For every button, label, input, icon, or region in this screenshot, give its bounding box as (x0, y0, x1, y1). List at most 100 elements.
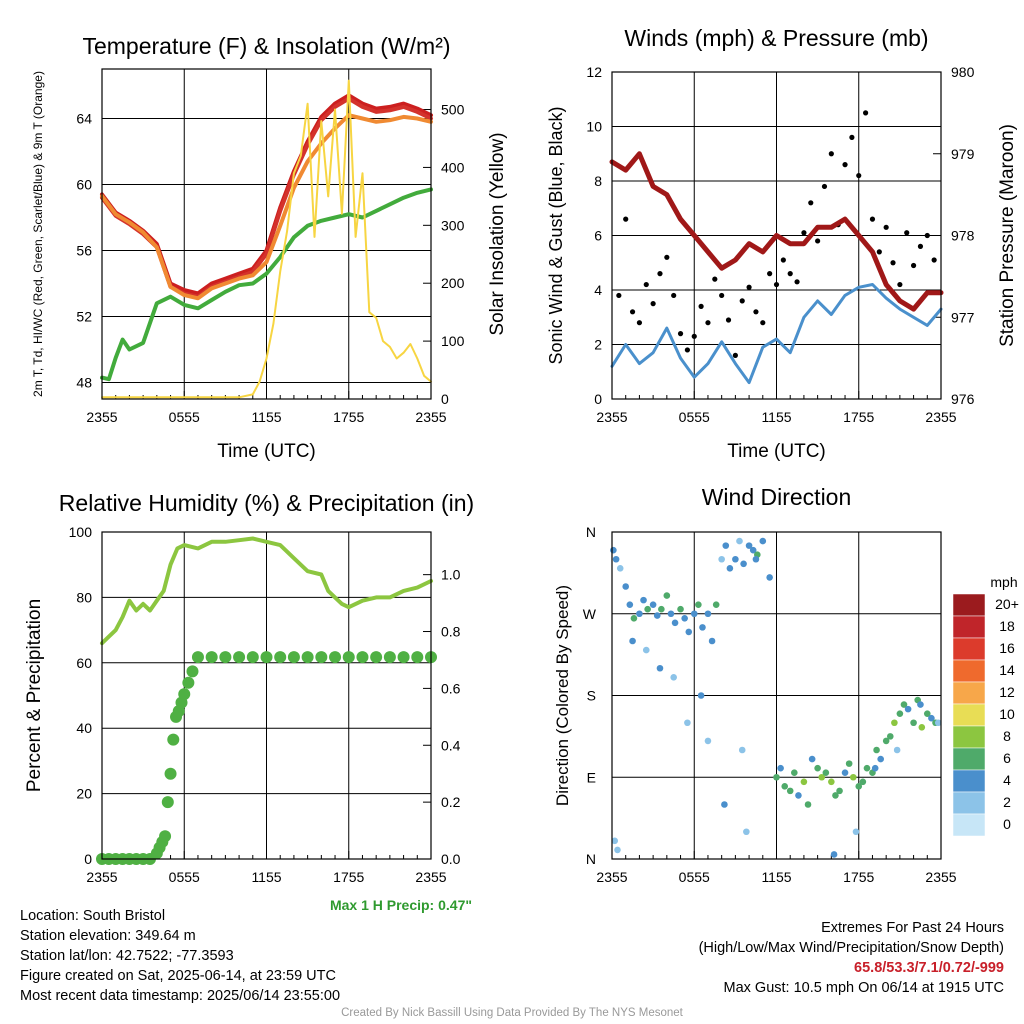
direction-ytick-label: W (583, 606, 597, 622)
humidity-xtick-label: 0555 (169, 869, 200, 885)
direction-point (649, 601, 657, 608)
direction-point (614, 846, 621, 854)
winds-series-1-point (719, 292, 725, 299)
humidity-series-1-point (356, 651, 369, 664)
direction-point (917, 701, 924, 708)
colorbar-label: 4 (1003, 772, 1011, 788)
winds-series-1-point (842, 162, 848, 168)
max-precip-label: Max 1 H Precip: 0.47" (329, 897, 472, 913)
winds-ytick-label: 0 (594, 391, 602, 407)
direction-xtick-label: 2355 (596, 869, 627, 885)
humidity-series-0-line (100, 536, 433, 646)
temperature-title: Temperature (F) & Insolation (W/m²) (82, 33, 450, 59)
direction-point (852, 828, 860, 836)
direction-point (653, 612, 661, 619)
humidity-ytick-label: 80 (76, 589, 92, 605)
direction-point (818, 773, 826, 781)
colorbar-swatch (952, 813, 986, 837)
direction-point (749, 546, 757, 554)
colorbar-swatch (952, 725, 986, 749)
direction-point (712, 601, 720, 608)
station-location: Location: South Bristol (20, 908, 166, 924)
direction-point (708, 637, 716, 645)
direction-point (904, 705, 912, 713)
colorbar-swatch (952, 615, 986, 639)
winds-series-1-point (684, 347, 690, 353)
direction-point (745, 542, 753, 549)
winds-series-1-point (821, 183, 828, 190)
winds-series-1-point (691, 333, 697, 339)
direction-point (814, 764, 821, 772)
humidity-ytick-label: 20 (76, 786, 92, 802)
winds-series-1-point (780, 257, 786, 263)
humidity-series-1-point (205, 651, 218, 664)
humidity-ytick-label: 0 (84, 851, 92, 867)
humidity-xtick-label: 1155 (251, 869, 281, 885)
direction-point (718, 555, 725, 563)
winds-series-1-point (664, 254, 670, 260)
temperature-ytick-right-label: 500 (441, 102, 465, 118)
humidity-series-1-point (246, 651, 259, 664)
winds-series-1-point (739, 298, 745, 304)
humidity-series-1-point (342, 651, 355, 664)
temperature-series-3-line (100, 187, 433, 382)
colorbar-swatch (952, 791, 986, 815)
winds-series-1-point (876, 249, 882, 255)
direction-xtick-label: 0555 (679, 869, 710, 885)
direction-point (636, 610, 643, 618)
humidity-ytick-right-label: 0.2 (441, 794, 461, 810)
winds-series-1-point (828, 151, 834, 157)
winds-chart: Winds (mph) & Pressure (mb) 2355 0555 1155 1… (546, 25, 1018, 462)
direction-point (721, 801, 728, 808)
direction-point (671, 619, 679, 627)
winds-series-2-line (609, 151, 944, 312)
temperature-ytick-right-label: 300 (441, 217, 465, 233)
station-latlon: Station lat/lon: 42.7522; -77.3593 (20, 948, 234, 964)
direction-point (704, 610, 712, 618)
winds-series-1-point (746, 284, 752, 290)
extremes-subtitle: (High/Low/Max Wind/Precipitation/Snow De… (698, 940, 1004, 956)
latest-timestamp: Most recent data timestamp: 2025/06/14 2… (20, 988, 341, 1004)
direction-point (896, 710, 904, 717)
direction-point (886, 733, 894, 740)
winds-ytick-right-label: 980 (951, 64, 975, 80)
colorbar-swatch (952, 703, 986, 727)
humidity-ytick-right-label: 0.6 (441, 680, 461, 696)
winds-series-1-point (705, 320, 711, 326)
winds-series-1-point (897, 281, 903, 288)
colorbar-label: 6 (1003, 750, 1011, 766)
winds-series-1-point (883, 224, 889, 230)
temperature-ylabel: 2m T, Td, HI/WC (Red, Green, Scarlet/Blu… (31, 71, 45, 397)
humidity-frame (101, 531, 432, 860)
direction-point (616, 565, 624, 572)
colorbar-label: 8 (1003, 728, 1011, 744)
colorbar-label: 14 (999, 662, 1015, 678)
winds-series-1-point (732, 352, 738, 358)
humidity-xtick-label: 2355 (415, 869, 446, 885)
winds-series-1-point (910, 262, 917, 269)
direction-point (928, 714, 935, 722)
winds-series-1-point (787, 271, 793, 277)
direction-point (863, 764, 871, 772)
direction-point (893, 746, 901, 754)
direction-point (658, 605, 665, 613)
direction-point (859, 778, 867, 786)
station-info: Location: South Bristol Station elevatio… (20, 906, 340, 1006)
direction-point (610, 546, 617, 554)
colorbar-swatch (952, 659, 986, 683)
winds-series-1-point (794, 279, 800, 285)
humidity-series-1-point (159, 830, 172, 843)
winds-series-1-point (760, 320, 766, 326)
direction-point (791, 769, 798, 777)
direction-xtick-label: 2355 (925, 869, 956, 885)
humidity-ylabel: Percent & Precipitation (24, 599, 45, 792)
winds-xlabel: Time (UTC) (727, 441, 826, 462)
temperature-ytick-label: 48 (76, 375, 92, 391)
direction-point (918, 723, 926, 731)
winds-ylabel: Sonic Wind & Gust (Blue, Black) (546, 106, 566, 364)
direction-ytick-label: N (586, 851, 596, 867)
temperature-xlabel: Time (UTC) (217, 441, 316, 462)
colorbar-label: 16 (999, 640, 1015, 656)
direction-xtick-label: 1755 (843, 869, 874, 885)
